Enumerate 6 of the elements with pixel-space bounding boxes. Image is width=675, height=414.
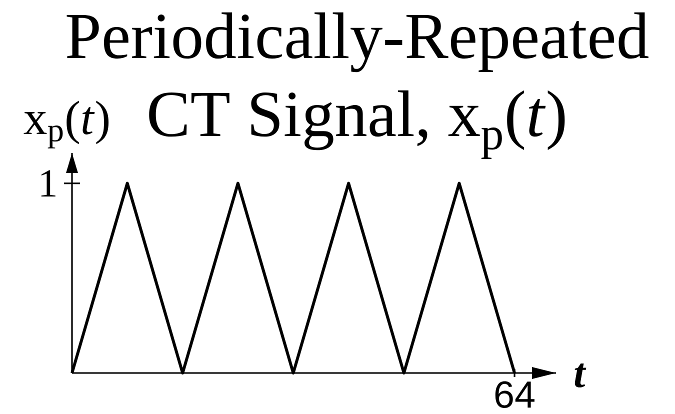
y-axis-title: x$_{p}$(t) xyxy=(24,100,109,148)
text: 64 xyxy=(495,381,534,408)
x-axis-title: t xyxy=(574,363,586,388)
chart-subtitle: CT Signal, x$_{p}$(t) xyxy=(149,90,565,159)
text: 1 xyxy=(41,170,56,196)
chart-title: Periodically-Repeated xyxy=(66,12,648,72)
